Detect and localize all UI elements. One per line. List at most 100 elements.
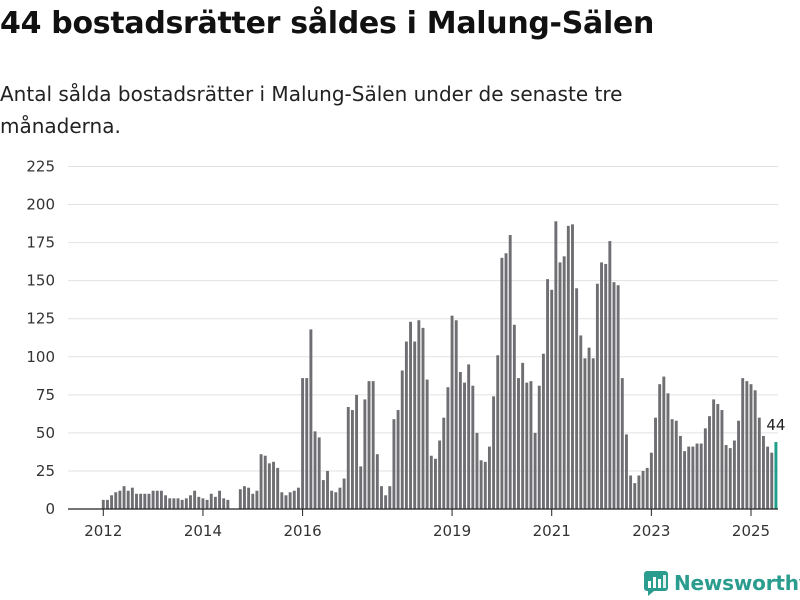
bar xyxy=(218,490,222,509)
bar xyxy=(521,362,525,509)
y-tick-label: 0 xyxy=(45,500,55,518)
bar xyxy=(541,353,545,509)
bar xyxy=(654,417,657,509)
bar xyxy=(691,446,695,509)
y-tick-label: 25 xyxy=(36,462,55,480)
x-tick-label: 2014 xyxy=(184,522,222,540)
bar xyxy=(554,221,558,510)
x-tick-label: 2021 xyxy=(533,522,571,540)
bar xyxy=(645,467,649,509)
bar xyxy=(708,416,711,509)
bar xyxy=(670,419,674,509)
bar xyxy=(122,486,126,509)
bar xyxy=(396,410,400,509)
bar xyxy=(703,428,707,509)
bar xyxy=(562,256,566,509)
bar xyxy=(438,440,442,509)
y-tick-label: 200 xyxy=(26,196,55,214)
bar xyxy=(666,393,670,509)
bar xyxy=(517,378,520,509)
bar xyxy=(720,410,724,509)
bar xyxy=(172,498,176,509)
bar xyxy=(762,435,765,509)
bar xyxy=(492,396,496,509)
bar xyxy=(388,486,392,509)
bar xyxy=(346,407,350,509)
bar xyxy=(683,451,687,509)
bar xyxy=(766,446,770,509)
bar xyxy=(409,321,412,509)
bar xyxy=(658,384,662,509)
page-subtitle: Antal sålda bostadsrätter i Malung-Sälen… xyxy=(0,82,623,138)
bar xyxy=(226,499,230,509)
bar xyxy=(732,440,736,509)
bar xyxy=(425,379,429,509)
bar xyxy=(429,455,433,509)
bar xyxy=(687,446,691,509)
bar xyxy=(446,387,450,509)
y-tick-label: 175 xyxy=(26,234,55,252)
bar xyxy=(209,493,213,509)
bar xyxy=(176,498,180,509)
bar xyxy=(267,463,271,509)
bar xyxy=(728,448,732,509)
bar xyxy=(500,257,504,509)
bar xyxy=(458,372,462,509)
bar xyxy=(338,487,342,509)
bar xyxy=(147,493,151,509)
bar xyxy=(114,492,118,509)
bar xyxy=(355,394,359,509)
bar xyxy=(450,315,454,509)
bar xyxy=(292,490,296,509)
bar xyxy=(105,499,109,509)
bar xyxy=(276,467,280,509)
bar xyxy=(525,382,529,509)
bar xyxy=(454,320,458,509)
bar xyxy=(600,262,603,509)
bar xyxy=(595,283,599,509)
bar xyxy=(471,385,475,509)
brand-name: Newsworthy xyxy=(674,571,800,595)
bar xyxy=(529,381,533,509)
bar-highlight xyxy=(774,442,778,509)
bar xyxy=(604,263,608,509)
brand-logo: Newsworthy xyxy=(644,569,800,597)
bar xyxy=(288,492,292,509)
bar xyxy=(608,241,612,509)
bar xyxy=(317,437,321,509)
bar xyxy=(741,378,745,509)
bar xyxy=(508,235,512,509)
bar xyxy=(201,498,205,509)
bar xyxy=(546,279,550,509)
bars xyxy=(101,221,778,510)
bar xyxy=(487,446,491,509)
bar xyxy=(110,495,114,509)
y-tick-label: 125 xyxy=(26,310,55,328)
bar xyxy=(184,498,188,509)
bar xyxy=(151,490,155,509)
bar xyxy=(243,486,246,509)
bar xyxy=(475,432,479,509)
bar xyxy=(280,492,284,509)
bar xyxy=(753,390,757,509)
bar xyxy=(629,475,633,509)
bar xyxy=(135,493,138,509)
bar xyxy=(213,496,217,509)
bar xyxy=(757,417,761,509)
bar xyxy=(587,347,591,509)
bar xyxy=(118,490,122,509)
bar xyxy=(504,253,508,509)
bar xyxy=(724,445,728,509)
bar xyxy=(126,490,130,509)
bar xyxy=(537,385,541,509)
x-tick-label: 2012 xyxy=(84,522,122,540)
bar xyxy=(571,224,574,509)
x-tick-label: 2019 xyxy=(433,522,471,540)
bar xyxy=(193,490,197,509)
bar xyxy=(633,483,637,509)
bar xyxy=(321,480,325,509)
y-tick-label: 225 xyxy=(26,158,55,176)
bar xyxy=(483,461,487,509)
bar xyxy=(575,288,579,509)
